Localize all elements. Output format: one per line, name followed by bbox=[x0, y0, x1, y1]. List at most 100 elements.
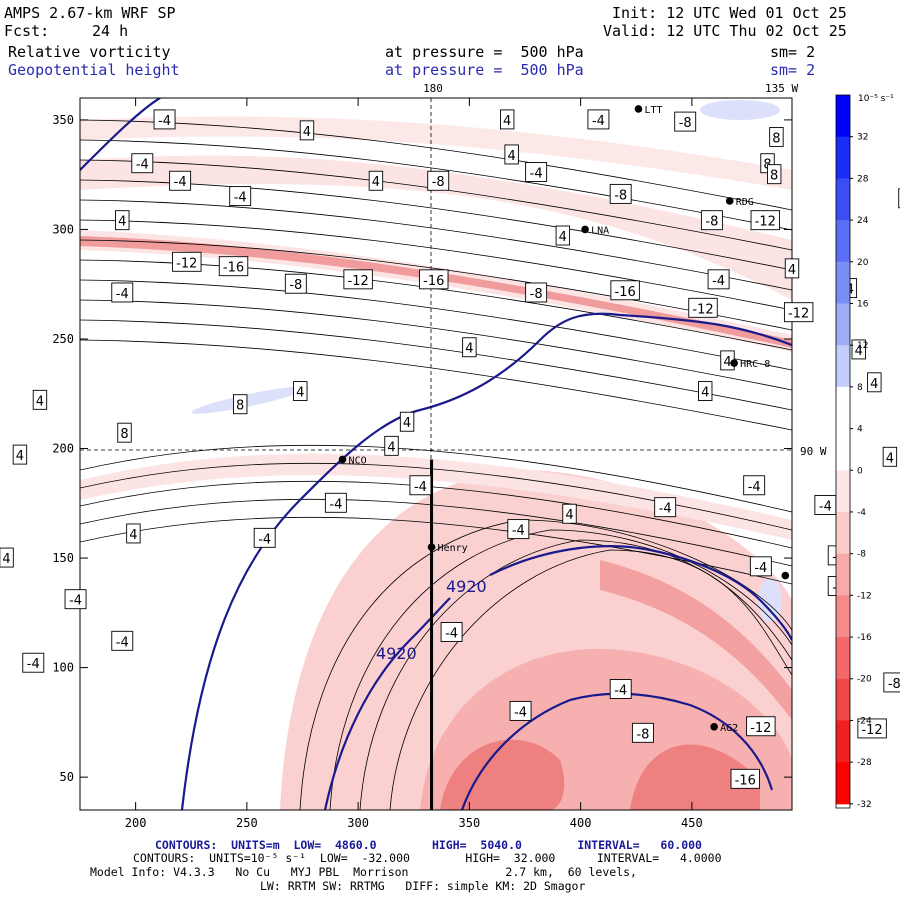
contour-label-text-30: -4 bbox=[712, 274, 725, 289]
contour-label-text-26: -8 bbox=[530, 287, 543, 302]
contour-label-box-102 bbox=[509, 700, 532, 721]
contour-label-text-64: -4 bbox=[414, 480, 427, 495]
contour-label-text-92: -4 bbox=[445, 627, 458, 642]
contour-label-12: -4 bbox=[525, 162, 548, 182]
height-contour-4920-b bbox=[489, 545, 792, 641]
forecast-label: Fcst: bbox=[4, 22, 50, 40]
vorticity-contour-north-5 bbox=[80, 219, 792, 311]
contour-label-box-77 bbox=[0, 547, 14, 568]
height-contour-4860-a bbox=[180, 312, 792, 810]
contour-label-box-2 bbox=[500, 109, 515, 130]
colorbar-swatch-13 bbox=[836, 637, 850, 680]
contour-label-box-66 bbox=[562, 503, 577, 524]
contour-label-65: -4 bbox=[324, 492, 347, 513]
contour-label-box-26 bbox=[525, 282, 548, 303]
contour-label-text-55: 4 bbox=[403, 416, 411, 431]
contour-label-52: 4 bbox=[698, 381, 713, 402]
colorbar-tick-label-5: 12 bbox=[857, 341, 868, 351]
contour-label-29: 4 bbox=[784, 258, 800, 279]
x-tick-label-350: 350 bbox=[459, 816, 481, 830]
contour-label-box-96 bbox=[22, 652, 45, 673]
station-marker-6 bbox=[634, 105, 643, 113]
colorbar-tick-label-11: -12 bbox=[857, 591, 872, 601]
plot-frame bbox=[79, 97, 793, 811]
contour-label-text-12: -4 bbox=[530, 166, 543, 181]
vorticity-contour-arc-1 bbox=[329, 529, 792, 810]
contour-label-68: -4 bbox=[814, 495, 837, 515]
contour-label-box-10 bbox=[368, 170, 384, 191]
contour-label-25: -16 bbox=[419, 269, 449, 290]
colorbar-tick-label-12: -16 bbox=[857, 633, 872, 643]
station-marker-1 bbox=[427, 543, 436, 551]
contour-label-text-54: 8 bbox=[236, 399, 244, 414]
colorbar-tick-label-7: 4 bbox=[857, 425, 863, 435]
vorticity-contour-arc-3 bbox=[389, 549, 792, 810]
field2-name: Geopotential height bbox=[8, 61, 180, 79]
colorbar-swatch-4 bbox=[836, 261, 850, 304]
contour-label-box-5 bbox=[769, 126, 784, 147]
neg-vorticity-band-north bbox=[80, 230, 792, 352]
contour-label-text-67: -4 bbox=[659, 502, 672, 517]
contour-label-80: -4 bbox=[749, 556, 772, 577]
station-label-3: RDG bbox=[736, 197, 754, 208]
contour-label-15: 8 bbox=[767, 164, 782, 185]
valid-time: Valid: 12 UTC Thu 02 Oct 25 bbox=[603, 22, 847, 40]
field2-smoothing: sm= 2 bbox=[770, 61, 816, 79]
colorbar-tick-label-0: 32 bbox=[857, 133, 868, 143]
pos-vorticity-patch bbox=[191, 386, 309, 414]
contour-label-text-63: -4 bbox=[748, 480, 761, 495]
contour-label-box-105 bbox=[631, 722, 654, 743]
contour-label-18: 8 bbox=[898, 188, 900, 209]
colorbar-tick-label-15: -28 bbox=[857, 758, 872, 768]
contour-label-text-99: -4 bbox=[614, 684, 627, 699]
contour-label-box-104 bbox=[857, 718, 887, 739]
footer-physics: LW: RRTM SW: RRTMG DIFF: simple KM: 2D S… bbox=[260, 879, 586, 893]
contour-label-box-7 bbox=[131, 153, 154, 174]
vorticity-contour-north-8 bbox=[80, 279, 792, 371]
y-tick-label-200: 200 bbox=[52, 442, 74, 456]
footer-model-info: Model Info: V4.3.3 No Cu MYJ PBL Morriso… bbox=[90, 865, 637, 879]
contour-label-99: -4 bbox=[609, 679, 632, 699]
contour-label-box-9 bbox=[229, 186, 252, 207]
contour-label-text-50: 4 bbox=[870, 377, 878, 392]
station-label-6: LTT bbox=[644, 105, 662, 116]
contour-label-text-23: -8 bbox=[289, 278, 302, 293]
contour-label-56: 4 bbox=[32, 389, 48, 410]
contour-label-box-25 bbox=[419, 269, 449, 290]
contour-label-text-10: 4 bbox=[372, 175, 380, 190]
contour-label-box-19 bbox=[115, 210, 130, 231]
contour-label-box-62 bbox=[882, 446, 898, 467]
contour-label-30: -4 bbox=[707, 269, 730, 290]
contour-label-box-74 bbox=[507, 519, 530, 540]
contour-label-text-9: -4 bbox=[234, 191, 247, 206]
neg-vorticity-arc-south bbox=[80, 453, 792, 540]
pos-vorticity-patch-east bbox=[758, 578, 782, 622]
contour-label-text-13: 4 bbox=[508, 149, 516, 164]
contour-label-64: -4 bbox=[409, 475, 432, 496]
contour-label-box-63 bbox=[743, 475, 766, 496]
contour-label-box-65 bbox=[324, 492, 347, 513]
vorticity-contour-arc-2 bbox=[359, 539, 792, 810]
colorbar-frame bbox=[835, 94, 851, 809]
contour-label-text-7: -4 bbox=[136, 158, 149, 173]
contour-label-66: 4 bbox=[562, 503, 577, 524]
contour-label-box-60 bbox=[12, 444, 28, 465]
contour-label-107: -16 bbox=[730, 768, 760, 789]
forecast-value: 24 h bbox=[92, 22, 129, 40]
contour-label-17: -12 bbox=[750, 210, 780, 231]
neg-vorticity-band-top2 bbox=[80, 116, 792, 190]
contour-label-box-1 bbox=[299, 120, 315, 141]
station-label-1: Henry bbox=[438, 543, 468, 554]
contour-label-72: 4 bbox=[126, 523, 141, 544]
contour-label-text-11: -8 bbox=[432, 175, 445, 190]
pos-vorticity-patch-north bbox=[700, 100, 780, 120]
station-marker-3 bbox=[725, 197, 734, 205]
contour-label-text-107: -16 bbox=[735, 773, 756, 788]
contour-label-text-42: -12 bbox=[788, 307, 809, 322]
colorbar: 32 28 24 20 16 12 8 4 0 -4 -8 -12 -16 -20 -24 -28 -32 bbox=[835, 94, 872, 810]
contour-label-text-4: -8 bbox=[679, 116, 692, 131]
colorbar-swatch-15 bbox=[836, 720, 850, 763]
colorbar-swatch-10 bbox=[836, 511, 850, 555]
colorbar-swatch-5 bbox=[836, 303, 850, 346]
contour-label-104: -12 bbox=[857, 718, 887, 739]
